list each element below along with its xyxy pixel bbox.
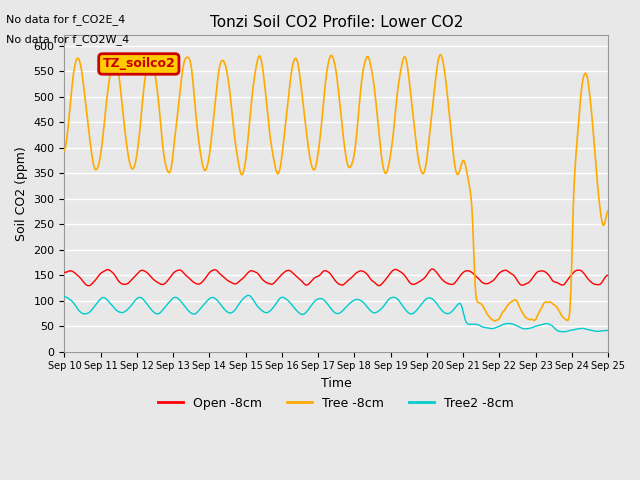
- X-axis label: Time: Time: [321, 377, 351, 390]
- Y-axis label: Soil CO2 (ppm): Soil CO2 (ppm): [15, 146, 28, 241]
- Text: TZ_soilco2: TZ_soilco2: [102, 58, 175, 71]
- Title: Tonzi Soil CO2 Profile: Lower CO2: Tonzi Soil CO2 Profile: Lower CO2: [209, 15, 463, 30]
- Text: No data for f_CO2W_4: No data for f_CO2W_4: [6, 34, 130, 45]
- Text: No data for f_CO2E_4: No data for f_CO2E_4: [6, 14, 125, 25]
- Legend: Open -8cm, Tree -8cm, Tree2 -8cm: Open -8cm, Tree -8cm, Tree2 -8cm: [154, 392, 519, 415]
